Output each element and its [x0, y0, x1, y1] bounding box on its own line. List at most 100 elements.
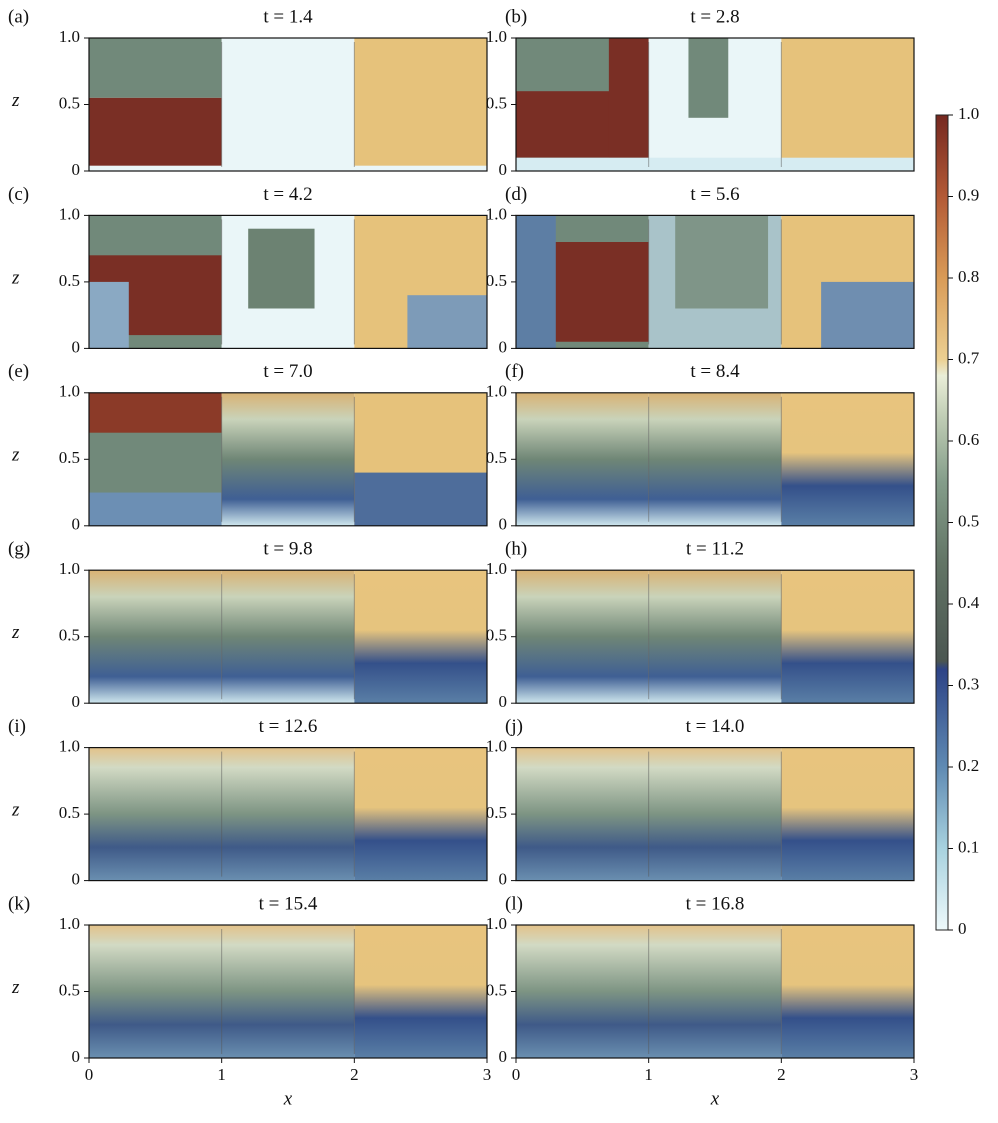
panel-title: t = 7.0: [263, 361, 312, 382]
panel-title: t = 4.2: [263, 184, 312, 205]
field-region: [675, 215, 768, 308]
field-region: [543, 242, 649, 342]
field-region: [89, 393, 222, 433]
y-tick-label: 0: [72, 870, 81, 889]
colorbar-tick-label: 0.2: [958, 756, 979, 775]
field-region: [89, 493, 222, 526]
y-tick-label: 0.5: [59, 980, 80, 999]
field-region: [516, 393, 649, 526]
field-region: [781, 748, 914, 881]
field-region: [354, 473, 487, 526]
x-tick-label: 0: [85, 1065, 94, 1084]
panel: (b)t = 2.800.51.0: [486, 6, 914, 179]
y-tick-label: 0: [499, 515, 508, 534]
x-axis-label: x: [710, 1088, 720, 1109]
field-region: [781, 925, 914, 1058]
panel-label: (a): [8, 6, 29, 27]
field-region: [649, 570, 782, 703]
colorbar-tick-label: 0.4: [958, 593, 980, 612]
y-tick-label: 1.0: [486, 914, 507, 933]
panel-title: t = 15.4: [259, 893, 318, 914]
panel-label: (k): [8, 893, 30, 914]
field-region: [354, 570, 487, 703]
x-tick-label: 2: [777, 1065, 786, 1084]
colorbar-tick-label: 0.9: [958, 185, 979, 204]
field-region: [89, 38, 222, 98]
panel-label: (g): [8, 539, 30, 560]
y-tick-label: 0: [499, 337, 508, 356]
y-axis-label: z: [11, 799, 20, 820]
y-tick-label: 1.0: [486, 559, 507, 578]
field-region: [688, 38, 728, 118]
panel-label: (j): [505, 716, 523, 737]
colorbar-tick-label: 0.7: [958, 348, 980, 367]
y-tick-label: 0: [72, 1047, 81, 1066]
panel-title: t = 11.2: [686, 539, 744, 560]
x-axis-label: x: [283, 1088, 293, 1109]
colorbar-tick-label: 1.0: [958, 104, 979, 123]
y-tick-label: 0: [72, 692, 81, 711]
y-axis-label: z: [11, 267, 20, 288]
field-region: [821, 282, 914, 349]
y-tick-label: 0.5: [59, 803, 80, 822]
y-tick-label: 0.5: [486, 626, 507, 645]
colorbar-tick-label: 0: [958, 919, 967, 938]
y-tick-label: 1.0: [59, 914, 80, 933]
field-region: [89, 570, 222, 703]
y-tick-label: 0.5: [59, 93, 80, 112]
panel-title: t = 8.4: [690, 361, 740, 382]
panel-title: t = 2.8: [690, 6, 739, 27]
panel-label: (f): [505, 361, 524, 382]
y-tick-label: 1.0: [59, 382, 80, 401]
y-tick-label: 1.0: [486, 382, 507, 401]
field-region: [354, 38, 487, 171]
panel-label: (d): [505, 184, 527, 205]
field-region: [609, 38, 649, 158]
field-region: [516, 158, 914, 171]
field-region: [781, 393, 914, 526]
panel-title: t = 9.8: [263, 539, 312, 560]
field-region: [354, 925, 487, 1058]
field-region: [222, 38, 355, 171]
x-tick-label: 2: [350, 1065, 359, 1084]
y-axis-label: z: [11, 445, 20, 466]
y-tick-label: 1.0: [59, 737, 80, 756]
colorbar-tick-label: 0.8: [958, 267, 979, 286]
y-axis-label: z: [11, 90, 20, 111]
x-tick-label: 3: [910, 1065, 919, 1084]
figure: (a)t = 1.4z00.51.0(b)t = 2.800.51.0(c)t …: [0, 0, 998, 1123]
y-tick-label: 1.0: [59, 559, 80, 578]
y-tick-label: 0.5: [486, 271, 507, 290]
panel: (d)t = 5.600.51.0: [486, 184, 914, 357]
colorbar-tick-label: 0.6: [958, 430, 979, 449]
colorbar-tick-label: 0.1: [958, 837, 979, 856]
panel-title: t = 16.8: [686, 893, 745, 914]
y-tick-label: 0: [499, 870, 508, 889]
y-tick-label: 0: [72, 160, 81, 179]
field-region: [516, 215, 556, 348]
y-tick-label: 0: [72, 515, 81, 534]
x-tick-label: 3: [483, 1065, 492, 1084]
panel-label: (e): [8, 361, 29, 382]
y-tick-label: 0.5: [486, 93, 507, 112]
panel-label: (h): [505, 539, 527, 560]
field-region: [354, 748, 487, 881]
field-region: [89, 166, 487, 171]
y-tick-label: 0.5: [59, 626, 80, 645]
field-region: [222, 393, 355, 526]
y-tick-label: 0: [499, 1047, 508, 1066]
panel-label: (i): [8, 716, 26, 737]
y-tick-label: 1.0: [486, 27, 507, 46]
panel-label: (l): [505, 893, 523, 914]
y-tick-label: 0.5: [486, 980, 507, 999]
y-tick-label: 1.0: [59, 204, 80, 223]
field-region: [516, 570, 649, 703]
panel: (j)t = 14.000.51.0: [486, 716, 914, 889]
field-region: [649, 393, 782, 526]
field-region: [781, 570, 914, 703]
